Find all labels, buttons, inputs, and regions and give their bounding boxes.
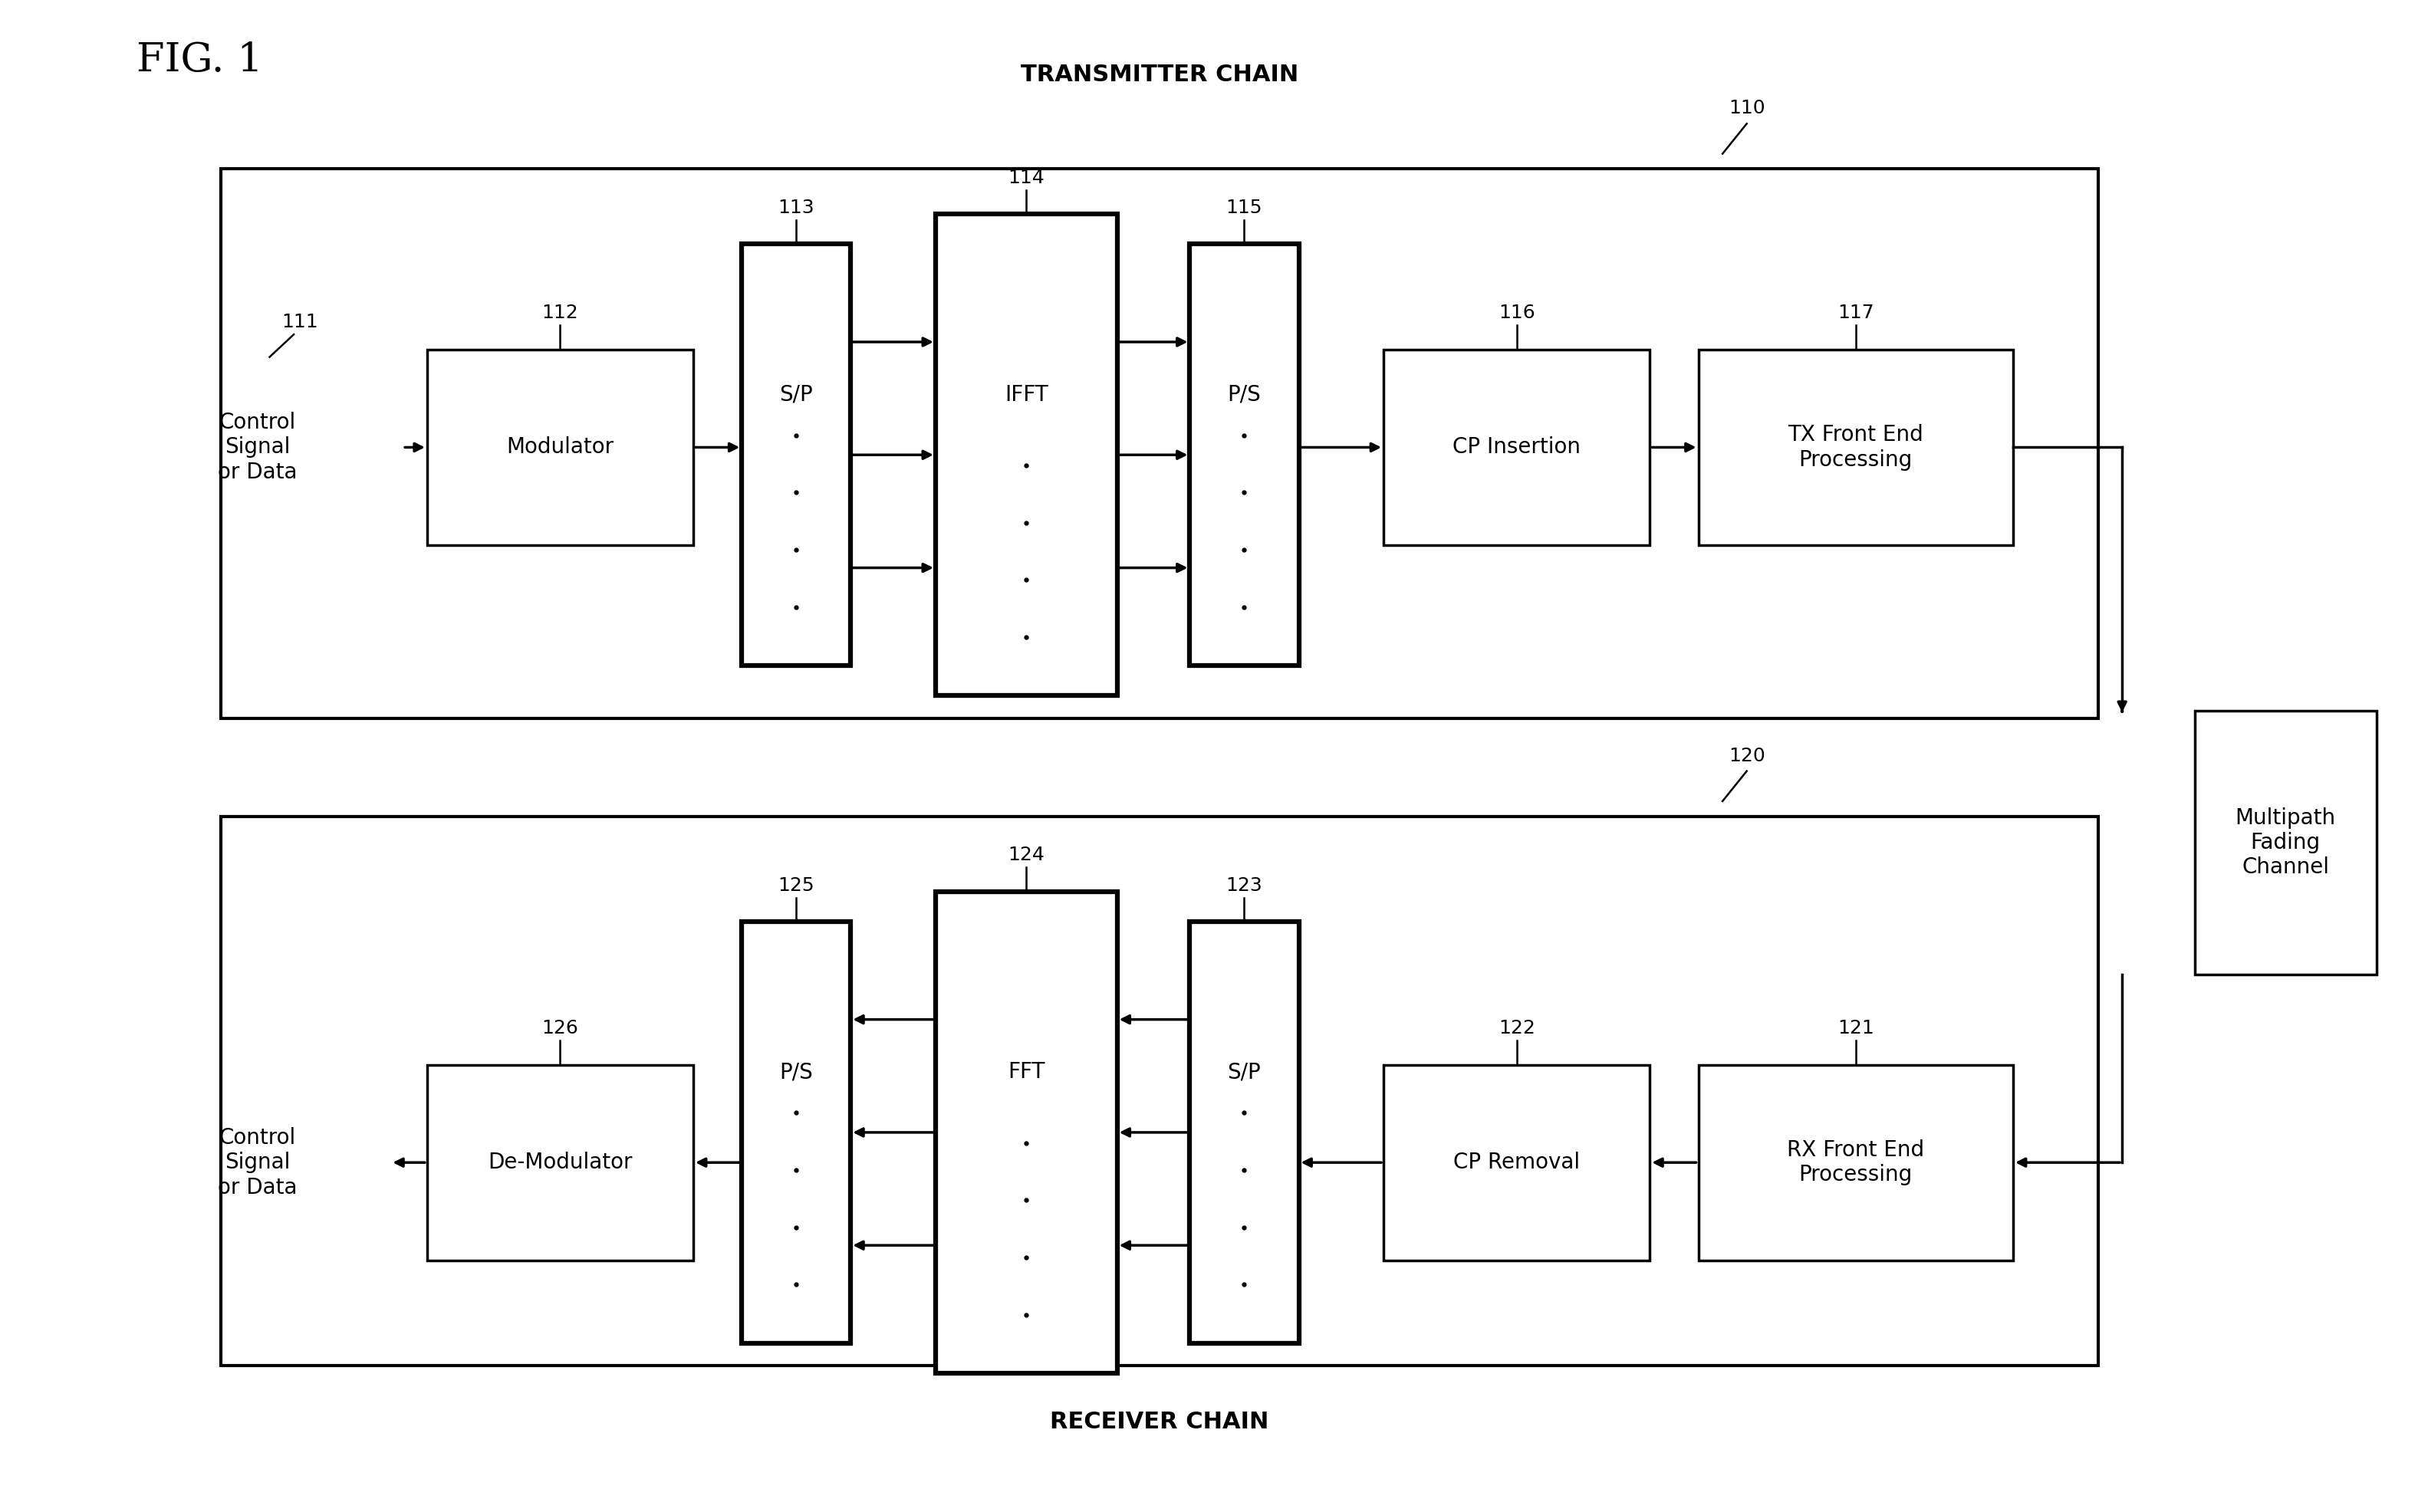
Text: CP Insertion: CP Insertion <box>1452 437 1581 458</box>
Bar <box>427 349 694 546</box>
Text: S/P: S/P <box>779 384 813 405</box>
Bar <box>935 892 1117 1373</box>
Bar <box>935 215 1117 696</box>
Bar <box>1190 922 1299 1343</box>
Text: FFT: FFT <box>1008 1061 1044 1083</box>
Text: 123: 123 <box>1226 875 1263 895</box>
Text: 113: 113 <box>777 198 813 218</box>
Text: 125: 125 <box>777 875 813 895</box>
Text: 115: 115 <box>1226 198 1263 218</box>
Bar <box>743 922 850 1343</box>
Text: FIG. 1: FIG. 1 <box>136 41 262 80</box>
Text: 112: 112 <box>541 304 578 322</box>
Text: 122: 122 <box>1498 1019 1534 1037</box>
Bar <box>2195 711 2377 974</box>
Bar <box>1697 349 2013 546</box>
Bar <box>1190 243 1299 665</box>
Text: 111: 111 <box>282 313 318 331</box>
Bar <box>427 1064 694 1261</box>
Text: TX Front End
Processing: TX Front End Processing <box>1787 425 1923 470</box>
Text: 126: 126 <box>541 1019 578 1037</box>
Bar <box>743 243 850 665</box>
Text: 124: 124 <box>1008 847 1044 865</box>
Bar <box>221 169 2098 718</box>
Text: RECEIVER CHAIN: RECEIVER CHAIN <box>1049 1411 1270 1433</box>
Bar <box>221 816 2098 1365</box>
Text: P/S: P/S <box>779 1061 813 1083</box>
Bar <box>1384 349 1651 546</box>
Text: Control
Signal
or Data: Control Signal or Data <box>219 1126 296 1198</box>
Bar <box>1384 1064 1651 1261</box>
Text: Modulator: Modulator <box>507 437 614 458</box>
Text: 120: 120 <box>1729 747 1765 765</box>
Text: P/S: P/S <box>1229 384 1260 405</box>
Text: S/P: S/P <box>1229 1061 1260 1083</box>
Text: 116: 116 <box>1498 304 1534 322</box>
Text: IFFT: IFFT <box>1005 384 1049 405</box>
Text: TRANSMITTER CHAIN: TRANSMITTER CHAIN <box>1020 64 1299 86</box>
Text: 110: 110 <box>1729 100 1765 118</box>
Text: Control
Signal
or Data: Control Signal or Data <box>219 411 296 482</box>
Text: 121: 121 <box>1838 1019 1874 1037</box>
Bar <box>1697 1064 2013 1261</box>
Text: De-Modulator: De-Modulator <box>488 1152 631 1173</box>
Text: 117: 117 <box>1838 304 1874 322</box>
Text: RX Front End
Processing: RX Front End Processing <box>1787 1140 1925 1185</box>
Text: Multipath
Fading
Channel: Multipath Fading Channel <box>2236 807 2336 878</box>
Text: 114: 114 <box>1008 168 1044 187</box>
Text: CP Removal: CP Removal <box>1454 1152 1581 1173</box>
